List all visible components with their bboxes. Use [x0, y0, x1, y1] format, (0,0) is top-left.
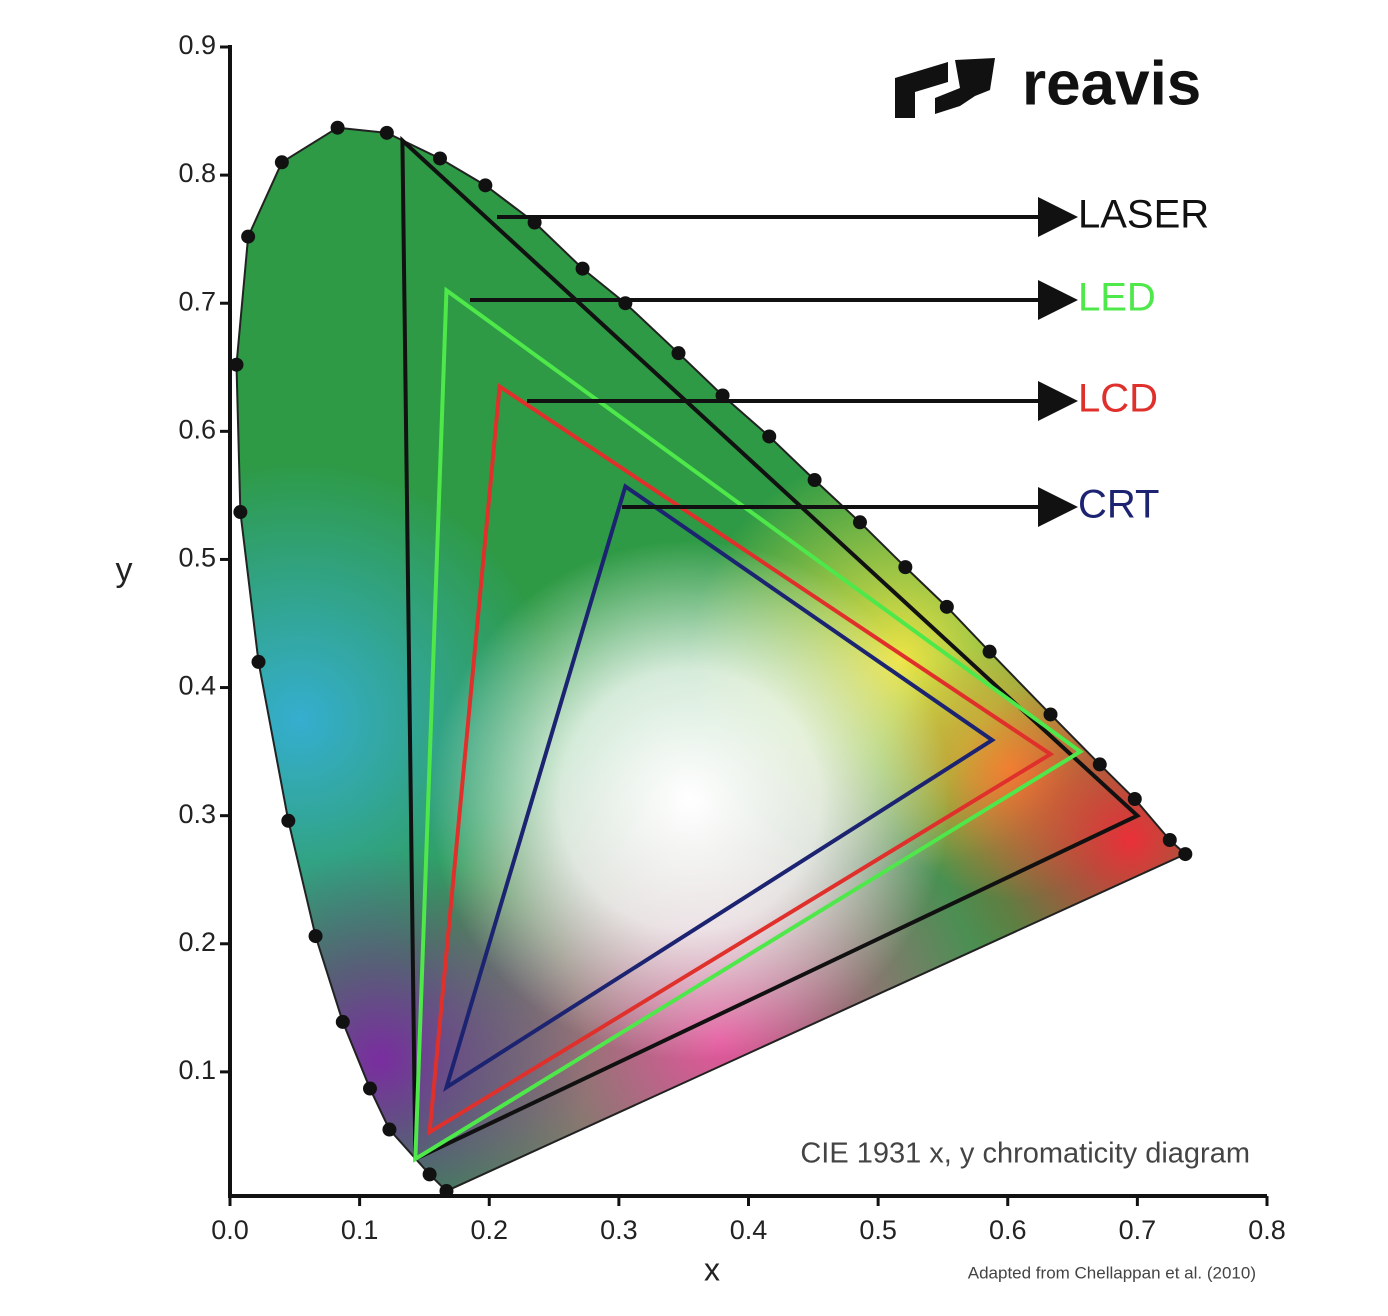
locus-point: [939, 599, 954, 614]
locus-point: [274, 155, 289, 170]
gamut-triangle: [443, 483, 996, 1092]
logo: reavis: [895, 49, 1201, 118]
locus-point: [241, 229, 256, 244]
locus-point: [478, 178, 493, 193]
y-tick-label: 0.7: [178, 286, 216, 316]
locus-point: [1127, 792, 1142, 807]
chart-title: CIE 1931 x, y chromaticity diagram: [800, 1138, 1250, 1170]
locus-point: [281, 813, 296, 828]
locus-point: [1178, 847, 1193, 862]
locus-point: [852, 515, 867, 530]
legend-label: LASER: [1078, 193, 1209, 237]
gamut-triangle: [427, 382, 1055, 1136]
locus-point: [671, 346, 686, 361]
locus-point: [575, 261, 590, 276]
x-tick-label: 0.4: [730, 1215, 768, 1245]
locus-point: [335, 1014, 350, 1029]
y-axis-label: y: [116, 551, 133, 589]
x-tick-label: 0.2: [470, 1215, 508, 1245]
legend-label: CRT: [1078, 483, 1159, 527]
locus-point: [330, 120, 345, 135]
x-tick-label: 0.6: [989, 1215, 1027, 1245]
y-tick-label: 0.4: [178, 671, 216, 701]
source-note: Adapted from Chellappan et al. (2010): [968, 1263, 1256, 1282]
x-tick-label: 0.3: [600, 1215, 638, 1245]
locus-point: [762, 429, 777, 444]
x-tick-label: 0.5: [859, 1215, 897, 1245]
y-tick-label: 0.8: [178, 158, 216, 188]
gamut-triangle: [413, 286, 1084, 1163]
y-tick-label: 0.6: [178, 414, 216, 444]
locus-point: [422, 1167, 437, 1182]
x-tick-label: 0.0: [211, 1215, 249, 1245]
y-tick-label: 0.3: [178, 799, 216, 829]
y-tick-label: 0.1: [178, 1055, 216, 1085]
y-tick-label: 0.5: [178, 543, 216, 573]
locus-point: [432, 151, 447, 166]
locus-point: [982, 644, 997, 659]
locus-point: [527, 215, 542, 230]
locus-point: [1043, 707, 1058, 722]
locus-point: [233, 505, 248, 520]
locus-point: [807, 473, 822, 488]
x-tick-label: 0.7: [1119, 1215, 1157, 1245]
locus-point: [618, 296, 633, 311]
locus-point: [382, 1122, 397, 1137]
gamut-triangle: [400, 135, 1141, 1163]
logo-text: reavis: [1022, 49, 1201, 118]
locus-point: [1162, 833, 1177, 848]
x-tick-label: 0.1: [341, 1215, 379, 1245]
locus-point: [379, 125, 394, 140]
y-tick-label: 0.9: [178, 30, 216, 60]
locus-point: [898, 560, 913, 575]
locus-point: [229, 357, 244, 372]
y-tick-label: 0.2: [178, 927, 216, 957]
x-tick-label: 0.8: [1248, 1215, 1286, 1245]
locus-point: [715, 388, 730, 403]
legend-label: LCD: [1078, 377, 1158, 421]
x-axis-label: x: [704, 1251, 720, 1287]
locus-point: [308, 929, 323, 944]
locus-point: [1092, 757, 1107, 772]
legend-label: LED: [1078, 276, 1156, 320]
locus-point: [251, 654, 266, 669]
locus-point: [362, 1081, 377, 1096]
